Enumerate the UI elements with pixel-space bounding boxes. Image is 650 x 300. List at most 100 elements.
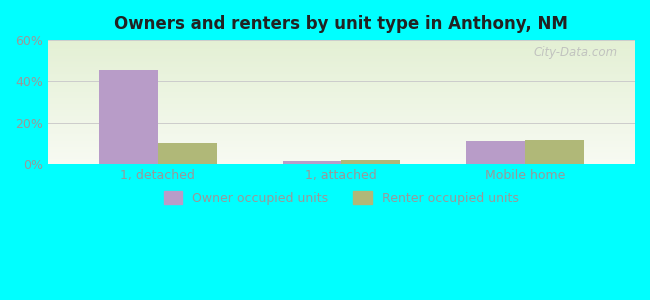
Bar bbox=[47, 102, 635, 103]
Bar bbox=[47, 143, 635, 144]
Bar bbox=[47, 61, 635, 62]
Bar bbox=[47, 41, 635, 42]
Bar bbox=[47, 131, 635, 132]
Bar bbox=[47, 52, 635, 53]
Bar bbox=[47, 104, 635, 105]
Bar bbox=[47, 62, 635, 63]
Bar bbox=[341, 160, 400, 164]
Bar bbox=[47, 96, 635, 97]
Bar bbox=[47, 115, 635, 116]
Bar bbox=[47, 151, 635, 152]
Bar bbox=[47, 47, 635, 48]
Bar bbox=[47, 74, 635, 75]
Bar bbox=[47, 137, 635, 138]
Bar bbox=[47, 147, 635, 148]
Bar bbox=[47, 103, 635, 104]
Bar bbox=[47, 57, 635, 58]
Bar bbox=[47, 54, 635, 55]
Bar bbox=[47, 45, 635, 46]
Text: City-Data.com: City-Data.com bbox=[533, 46, 618, 59]
Bar bbox=[47, 42, 635, 43]
Bar bbox=[47, 83, 635, 84]
Bar bbox=[47, 69, 635, 70]
Bar bbox=[158, 142, 216, 164]
Bar bbox=[47, 94, 635, 95]
Bar bbox=[47, 122, 635, 123]
Bar bbox=[47, 140, 635, 141]
Bar bbox=[47, 129, 635, 130]
Bar bbox=[47, 64, 635, 65]
Bar bbox=[47, 149, 635, 150]
Bar bbox=[47, 144, 635, 145]
Bar bbox=[47, 105, 635, 106]
Bar bbox=[47, 154, 635, 155]
Bar bbox=[47, 124, 635, 125]
Bar bbox=[47, 142, 635, 143]
Bar bbox=[47, 118, 635, 119]
Bar bbox=[47, 43, 635, 44]
Bar bbox=[47, 98, 635, 99]
Bar bbox=[47, 55, 635, 56]
Bar bbox=[47, 81, 635, 82]
Title: Owners and renters by unit type in Anthony, NM: Owners and renters by unit type in Antho… bbox=[114, 15, 568, 33]
Bar bbox=[47, 84, 635, 85]
Bar bbox=[47, 163, 635, 164]
Bar bbox=[47, 88, 635, 89]
Bar bbox=[47, 161, 635, 162]
Bar bbox=[283, 161, 341, 164]
Bar bbox=[47, 65, 635, 66]
Bar bbox=[47, 68, 635, 69]
Bar bbox=[47, 90, 635, 91]
Bar bbox=[47, 120, 635, 121]
Bar bbox=[47, 99, 635, 100]
Bar bbox=[47, 156, 635, 157]
Bar bbox=[47, 141, 635, 142]
Bar bbox=[47, 145, 635, 146]
Bar bbox=[47, 67, 635, 68]
Bar bbox=[47, 132, 635, 133]
Bar bbox=[47, 152, 635, 153]
Bar bbox=[47, 160, 635, 161]
Bar bbox=[47, 75, 635, 76]
Bar bbox=[47, 153, 635, 154]
Bar bbox=[47, 60, 635, 61]
Bar bbox=[47, 158, 635, 159]
Bar bbox=[47, 53, 635, 54]
Bar bbox=[47, 111, 635, 112]
Bar bbox=[47, 87, 635, 88]
Bar bbox=[47, 116, 635, 117]
Bar bbox=[525, 140, 584, 164]
Bar bbox=[47, 46, 635, 47]
Bar bbox=[47, 123, 635, 124]
Bar bbox=[47, 146, 635, 147]
Bar bbox=[47, 157, 635, 158]
Bar bbox=[47, 101, 635, 102]
Bar bbox=[47, 40, 635, 41]
Bar bbox=[47, 56, 635, 57]
Bar bbox=[47, 114, 635, 115]
Bar bbox=[47, 107, 635, 108]
Bar bbox=[47, 78, 635, 79]
Bar bbox=[47, 82, 635, 83]
Legend: Owner occupied units, Renter occupied units: Owner occupied units, Renter occupied un… bbox=[159, 187, 524, 210]
Bar bbox=[47, 121, 635, 122]
Bar bbox=[47, 112, 635, 113]
Bar bbox=[47, 72, 635, 73]
Bar bbox=[47, 117, 635, 118]
Bar bbox=[47, 135, 635, 136]
Bar bbox=[47, 89, 635, 90]
Bar bbox=[47, 51, 635, 52]
Bar bbox=[466, 142, 525, 164]
Bar bbox=[47, 128, 635, 129]
Bar bbox=[47, 92, 635, 93]
Bar bbox=[47, 48, 635, 49]
Bar bbox=[47, 162, 635, 163]
Bar bbox=[47, 86, 635, 87]
Bar bbox=[47, 113, 635, 114]
Bar bbox=[47, 150, 635, 151]
Bar bbox=[47, 63, 635, 64]
Bar bbox=[47, 76, 635, 77]
Bar bbox=[47, 136, 635, 137]
Bar bbox=[47, 80, 635, 81]
Bar bbox=[47, 126, 635, 127]
